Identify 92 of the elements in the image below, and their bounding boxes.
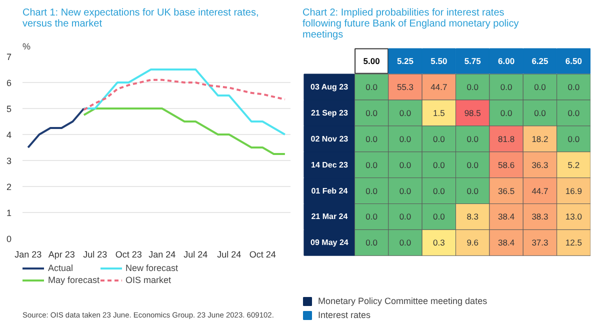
data-label: 5.2 xyxy=(568,160,580,170)
data-label: 44.7 xyxy=(430,82,448,92)
y-tick-label: 21 Mar 24 xyxy=(311,212,348,222)
legend-label: New forecast xyxy=(126,262,178,274)
y-tick-label: 3 xyxy=(6,156,12,166)
chart-title: Chart 1: New expectations for UK base interest rates, versus the market xyxy=(22,8,259,30)
data-label: 58.6 xyxy=(498,160,515,170)
data-label: 0.0 xyxy=(433,186,446,196)
data-label: 9.6 xyxy=(466,238,479,248)
data-label: 37.3 xyxy=(532,238,549,248)
data-label: 13.0 xyxy=(565,212,582,222)
x-tick-label: 5.25 xyxy=(396,56,414,66)
y-tick-label: 4 xyxy=(6,130,12,140)
x-tick-label: Jul 24 xyxy=(217,250,242,260)
x-tick-label: 5.00 xyxy=(363,56,380,66)
x-tick-label: Oct 24 xyxy=(249,250,276,260)
x-tick-label: 6.25 xyxy=(532,56,549,66)
data-label: 0.0 xyxy=(366,134,378,144)
y-tick-label: 21 Sep 23 xyxy=(310,108,348,118)
legend-label: May forecast xyxy=(48,274,100,286)
x-tick-label: 6.50 xyxy=(565,56,582,66)
y-tick-label: 03 Aug 23 xyxy=(310,82,349,92)
x-tick-label: 5.50 xyxy=(430,56,448,66)
y-tick-label: 2 xyxy=(6,182,12,192)
y-tick-label: 1 xyxy=(6,208,12,218)
x-tick-label: Oct 23 xyxy=(115,250,142,260)
data-label: 0.0 xyxy=(568,108,580,118)
legend-label: Interest rates xyxy=(318,310,371,320)
data-label: 0.0 xyxy=(534,108,546,118)
data-label: 0.0 xyxy=(399,134,412,144)
data-label: 0.0 xyxy=(466,134,479,144)
legend-label: OIS market xyxy=(126,274,172,286)
data-label: 0.0 xyxy=(433,160,446,170)
data-label: 38.3 xyxy=(532,212,549,222)
legend-label: Monetary Policy Committee meeting dates xyxy=(318,296,488,306)
data-label: 1.5 xyxy=(433,108,446,118)
line-series xyxy=(82,78,286,111)
data-label: 0.0 xyxy=(568,82,580,92)
data-label: 0.0 xyxy=(568,134,580,144)
data-label: 55.3 xyxy=(396,82,414,92)
data-label: 0.0 xyxy=(399,212,412,222)
data-label: 0.3 xyxy=(433,238,446,248)
data-label: 81.8 xyxy=(498,134,515,144)
y-tick-label: 0 xyxy=(6,234,12,244)
x-tick-label: Jan 24 xyxy=(148,250,176,260)
line-series xyxy=(27,108,85,148)
x-tick-label: 6.00 xyxy=(498,56,515,66)
y-tick-label: 14 Dec 23 xyxy=(310,160,348,170)
data-label: 0.0 xyxy=(399,238,412,248)
data-label: 38.4 xyxy=(498,212,515,222)
data-label: 0.0 xyxy=(500,82,512,92)
x-tick-label: Jan 23 xyxy=(14,250,42,260)
data-label: 0.0 xyxy=(366,238,378,248)
y-tick-label: 7 xyxy=(6,52,12,62)
data-label: 44.7 xyxy=(532,186,549,196)
y-axis-title: % xyxy=(22,42,31,52)
data-label: 0.0 xyxy=(399,108,412,118)
data-label: 0.0 xyxy=(433,212,446,222)
data-label: 36.3 xyxy=(532,160,549,170)
data-label: 18.2 xyxy=(532,134,549,144)
data-label: 0.0 xyxy=(399,186,412,196)
data-label: 0.0 xyxy=(466,82,479,92)
data-label: 0.0 xyxy=(366,108,378,118)
data-label: 0.0 xyxy=(466,186,479,196)
x-tick-label: Jul 24 xyxy=(184,250,208,260)
data-label: 0.0 xyxy=(433,134,446,144)
data-label: 0.0 xyxy=(366,186,378,196)
data-label: 98.5 xyxy=(464,108,482,118)
data-label: 0.0 xyxy=(399,160,412,170)
y-tick-label: 09 May 24 xyxy=(310,238,349,248)
data-label: 0.0 xyxy=(366,160,378,170)
data-label: 0.0 xyxy=(366,82,378,92)
y-tick-label: 01 Feb 24 xyxy=(311,186,348,196)
chart-title: Chart 2: Implied probabilities for interest rates following future Bank of England monetary policy meetings xyxy=(302,8,519,40)
data-label: 16.9 xyxy=(565,186,582,196)
data-label: 12.5 xyxy=(565,238,582,248)
legend-label: Actual xyxy=(48,262,74,274)
data-label: 0.0 xyxy=(534,82,546,92)
data-label: 36.5 xyxy=(498,186,515,196)
x-tick-label: Jul 23 xyxy=(83,250,108,260)
line-series xyxy=(82,108,286,155)
y-tick-label: 6 xyxy=(6,78,12,88)
data-label: 38.4 xyxy=(498,238,515,248)
data-label: 0.0 xyxy=(466,160,479,170)
x-tick-label: 5.75 xyxy=(464,56,482,66)
line-series xyxy=(82,68,286,136)
y-tick-label: 5 xyxy=(6,104,12,114)
data-label: 0.0 xyxy=(366,212,378,222)
data-label: 8.3 xyxy=(466,212,479,222)
data-label: 0.0 xyxy=(500,108,512,118)
x-tick-label: Apr 23 xyxy=(48,250,75,260)
y-tick-label: 02 Nov 23 xyxy=(310,134,349,144)
